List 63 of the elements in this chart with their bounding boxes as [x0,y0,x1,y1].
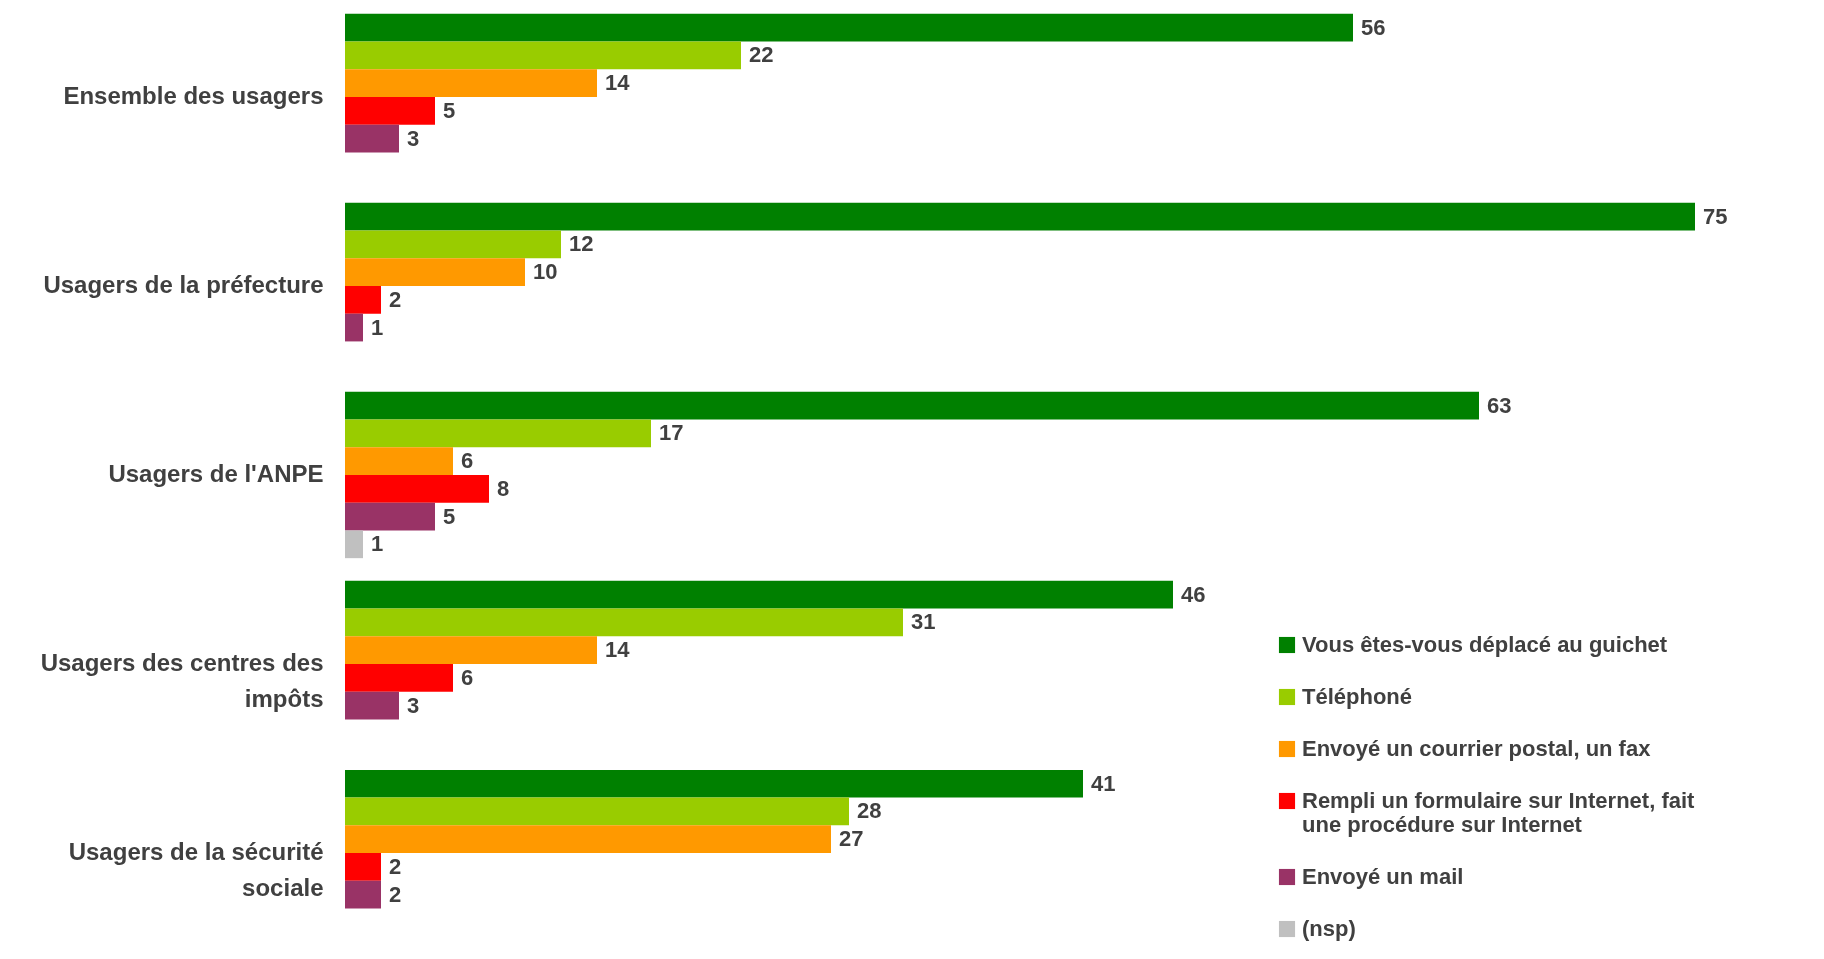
y-tick-label: Usagers de l'ANPE [108,460,324,487]
data-label: 41 [1091,770,1116,796]
legend-label: (nsp) [1302,916,1356,941]
bar [345,530,363,559]
bar [345,797,849,826]
bar [345,258,525,286]
data-label: 3 [407,692,420,718]
legend-label: Envoyé un mail [1302,864,1464,889]
bar [345,391,1479,420]
bar [345,853,381,881]
data-label: 56 [1361,14,1386,40]
bar [345,96,435,125]
bar [345,691,399,720]
data-label: 6 [461,664,474,690]
data-label: 2 [389,881,402,907]
data-label: 12 [569,231,594,257]
bar [345,202,1695,231]
legend-label: Rempli un formulaire sur Internet, fait une procédure sur Internet [1302,788,1696,837]
legend-label: Envoyé un courrier postal, un fax [1302,736,1652,761]
data-label: 75 [1703,203,1728,229]
bar [345,502,435,531]
y-tick-label: Usagers de la sécurité sociale [68,838,324,902]
bar [345,608,903,637]
data-label: 63 [1487,392,1512,418]
bar [345,419,651,448]
data-label: 1 [371,531,384,557]
data-label: 14 [605,637,631,663]
bar [345,41,741,70]
data-label: 28 [857,798,882,824]
bar [345,230,561,259]
data-label: 2 [389,286,402,312]
data-label: 5 [443,97,456,123]
bar [345,880,381,909]
bar [345,313,363,342]
y-tick-label: Ensemble des usagers [63,81,324,109]
data-label: 31 [911,609,936,635]
data-label: 5 [443,503,456,529]
bar [345,69,597,97]
bar [345,447,453,475]
data-label: 6 [461,448,474,474]
y-tick-label: Usagers de la préfecture [43,270,324,298]
data-label: 27 [839,826,864,852]
bar [345,285,381,314]
legend-label: Téléphoné [1302,684,1413,709]
data-label: 17 [659,420,684,446]
data-label: 10 [533,259,558,285]
legend-label: Vous êtes-vous déplacé au guichet [1302,632,1668,657]
data-label: 3 [407,125,420,151]
bar [345,580,1173,609]
data-label: 22 [749,42,774,68]
bar [345,664,453,692]
bar [345,475,489,503]
bar [345,769,1083,798]
y-tick-label: Usagers des centres des impôts [40,649,324,713]
bar [345,124,399,153]
data-label: 46 [1181,581,1206,607]
data-label: 14 [605,70,631,96]
data-label: 8 [497,475,510,501]
bar [345,636,597,665]
data-label: 1 [371,314,384,340]
bar [345,825,831,854]
bar [345,13,1353,42]
data-label: 2 [389,853,402,879]
